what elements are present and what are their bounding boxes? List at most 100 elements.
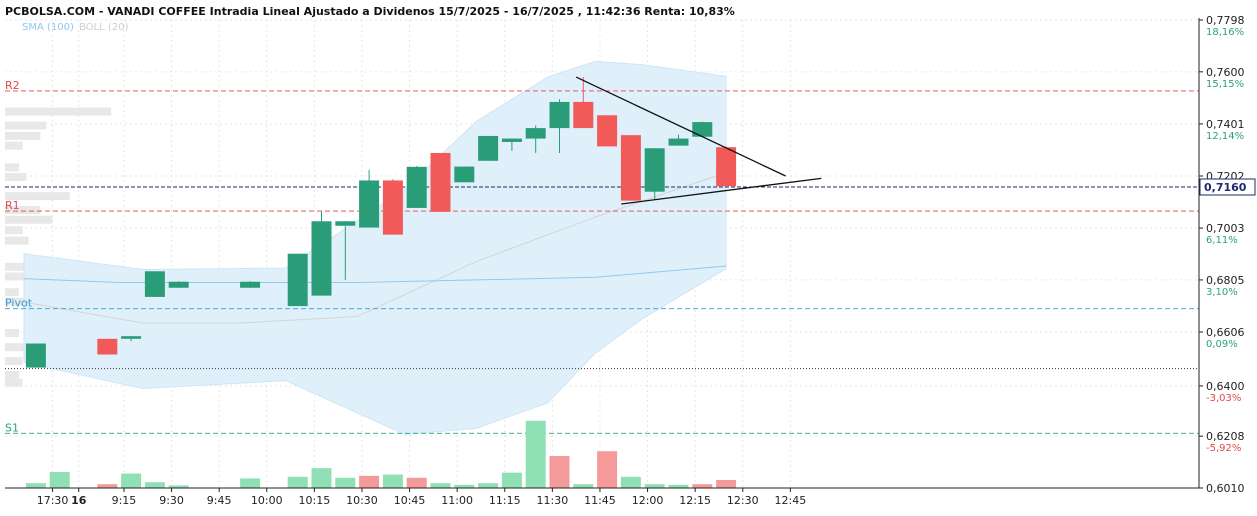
volume-bar xyxy=(501,472,522,488)
volume-bar xyxy=(454,484,475,488)
indicator-sma-label[interactable]: SMA (100) xyxy=(22,22,74,33)
candle-body xyxy=(287,253,308,307)
candle-body xyxy=(597,115,618,147)
candle-body xyxy=(501,138,522,142)
volume-bar xyxy=(382,474,403,488)
x-tick-label: 12:00 xyxy=(632,494,664,507)
volume-profile-bar xyxy=(5,226,23,235)
volume-profile-bar xyxy=(5,357,23,366)
volume-bar xyxy=(430,483,451,488)
y-tick-percent: 3,10% xyxy=(1206,287,1238,298)
candle-body xyxy=(454,166,475,183)
volume-bar xyxy=(49,472,70,488)
volume-profile-bar xyxy=(5,370,20,379)
candle-body xyxy=(406,166,427,208)
volume-bar xyxy=(240,478,261,488)
volume-bar xyxy=(478,483,499,488)
volume-profile-bar xyxy=(5,262,27,271)
x-tick-label: 9:30 xyxy=(159,494,184,507)
y-tick-price: 0,7003 xyxy=(1206,222,1245,235)
volume-bar xyxy=(335,477,356,488)
x-tick-label: 11:00 xyxy=(441,494,473,507)
reference-label-s1: S1 xyxy=(5,421,19,434)
volume-bar xyxy=(668,484,689,488)
volume-profile-bar xyxy=(5,329,20,338)
volume-bar xyxy=(121,473,142,488)
x-tick-label: 10:00 xyxy=(251,494,283,507)
reference-label-pivot: Pivot xyxy=(5,297,33,310)
y-tick-percent: -3,03% xyxy=(1206,393,1241,404)
x-tick-label: 16 xyxy=(71,494,87,507)
y-tick-price: 0,6208 xyxy=(1206,430,1245,443)
x-tick-label: 10:45 xyxy=(394,494,426,507)
x-tick-label: 11:15 xyxy=(489,494,521,507)
volume-bar xyxy=(311,468,332,488)
volume-bar xyxy=(573,484,594,488)
volume-profile-bar xyxy=(5,215,53,224)
volume-bar xyxy=(597,451,618,488)
y-tick-price: 0,6010 xyxy=(1206,482,1245,495)
x-tick-label: 11:30 xyxy=(537,494,569,507)
y-tick-price: 0,6400 xyxy=(1206,380,1245,393)
volume-profile-bar xyxy=(5,378,23,387)
volume-bar xyxy=(359,475,380,488)
volume-bar xyxy=(525,420,546,488)
y-tick-price: 0,6606 xyxy=(1206,326,1245,339)
candle-body xyxy=(240,281,261,288)
volume-profile-bar xyxy=(5,343,35,352)
candle-body xyxy=(335,221,356,226)
y-tick-percent: 0,09% xyxy=(1206,339,1238,350)
reference-label-r1: R1 xyxy=(5,199,20,212)
volume-bar xyxy=(644,484,665,488)
volume-profile-bar xyxy=(5,288,20,297)
y-tick-percent: 12,14% xyxy=(1206,131,1244,142)
x-tick-label: 10:15 xyxy=(299,494,331,507)
x-tick-label: 12:30 xyxy=(727,494,759,507)
x-tick-label: 10:30 xyxy=(346,494,378,507)
volume-profile-bar xyxy=(5,141,23,150)
candle-body xyxy=(430,152,451,212)
candle-body xyxy=(359,180,380,228)
candle-body xyxy=(644,148,665,192)
x-tick-label: 12:45 xyxy=(775,494,807,507)
volume-bar xyxy=(406,477,427,488)
candle-body xyxy=(525,128,546,139)
trendline xyxy=(575,76,786,177)
y-tick-price: 0,6805 xyxy=(1206,274,1245,287)
candle-body xyxy=(382,180,403,235)
volume-bar xyxy=(692,484,713,488)
candle-body xyxy=(144,271,165,297)
bollinger-mid-line xyxy=(23,172,727,324)
sma-line xyxy=(23,265,727,284)
candle-body xyxy=(716,147,737,187)
candle-body xyxy=(121,336,142,339)
candle-body xyxy=(478,135,499,161)
indicator-boll-label[interactable]: BOLL (20) xyxy=(79,22,129,33)
volume-bar xyxy=(25,483,46,488)
candle-body xyxy=(97,338,118,355)
chart-title: PCBOLSA.COM - VANADI COFFEE Intradia Lin… xyxy=(5,5,735,18)
candle-body xyxy=(573,101,594,129)
y-tick-percent: 15,15% xyxy=(1206,79,1244,90)
candle-body xyxy=(311,221,332,296)
volume-profile-bar xyxy=(5,107,112,116)
last-price-box xyxy=(1199,178,1256,196)
candle-body xyxy=(168,281,189,288)
candle-body xyxy=(620,135,641,201)
volume-profile-bar xyxy=(5,206,41,215)
indicator-legend: SMA (100) BOLL (20) xyxy=(22,22,128,33)
y-tick-price: 0,7600 xyxy=(1206,66,1245,79)
last-price-label: 0,7160 xyxy=(1204,181,1247,194)
x-tick-label: 11:45 xyxy=(584,494,616,507)
volume-bar xyxy=(620,476,641,488)
volume-profile-bar xyxy=(5,131,41,140)
volume-profile-bar xyxy=(5,297,27,306)
y-tick-price: 0,7401 xyxy=(1206,118,1245,131)
y-tick-price: 0,7798 xyxy=(1206,14,1245,27)
candle-body xyxy=(549,101,570,129)
volume-bar xyxy=(287,476,308,488)
y-tick-percent: -5,92% xyxy=(1206,443,1241,454)
y-tick-percent: 6,11% xyxy=(1206,235,1238,246)
